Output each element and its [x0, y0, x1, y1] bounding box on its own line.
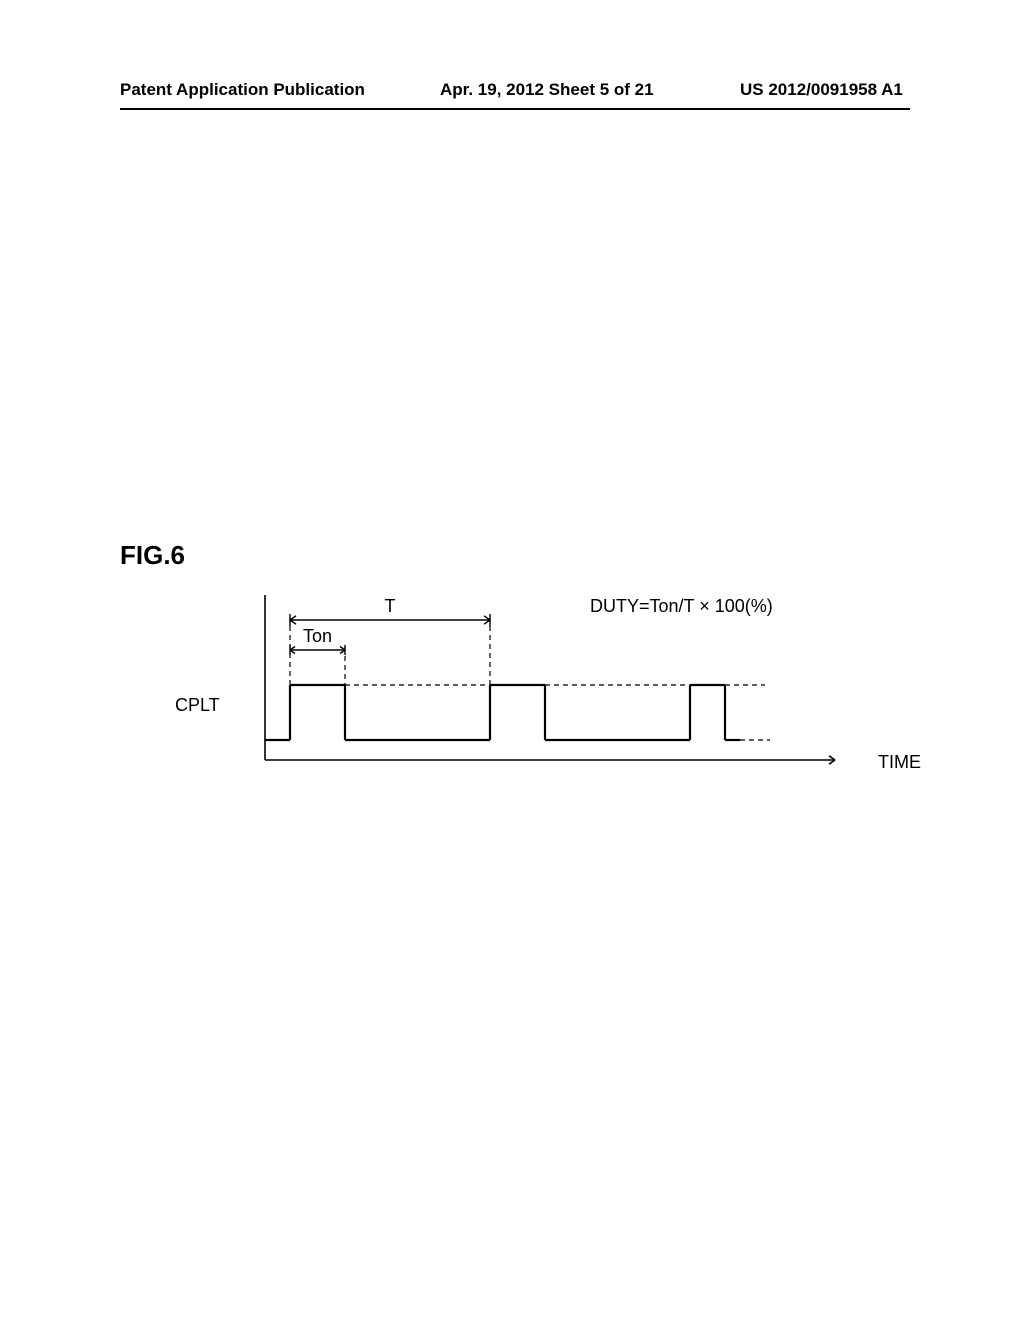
y-axis-label: CPLT [175, 695, 220, 716]
svg-text:Ton: Ton [303, 626, 332, 646]
waveform-svg: T Ton DUTY=Ton/T × 100(%) [225, 590, 885, 790]
header-rule [120, 108, 910, 110]
svg-text:T: T [385, 596, 396, 616]
svg-text:DUTY=Ton/T × 100(%): DUTY=Ton/T × 100(%) [590, 596, 773, 616]
timing-diagram: T Ton DUTY=Ton/T × 100(%) [225, 590, 885, 790]
header-right-text: US 2012/0091958 A1 [740, 80, 903, 100]
header-mid-text: Apr. 19, 2012 Sheet 5 of 21 [440, 80, 654, 100]
figure-label: FIG.6 [120, 540, 185, 571]
header-left-text: Patent Application Publication [120, 80, 365, 100]
